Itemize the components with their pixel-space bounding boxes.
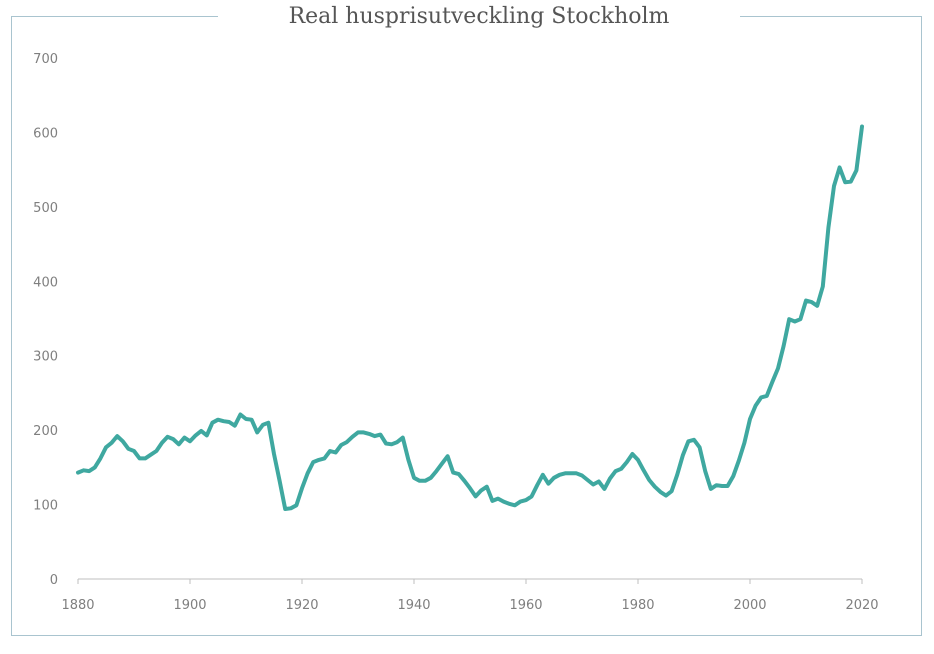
x-tick-label: 2000 xyxy=(733,598,766,613)
y-tick-label: 200 xyxy=(33,424,58,439)
y-tick-label: 0 xyxy=(50,573,58,588)
y-tick-label: 300 xyxy=(33,350,58,365)
x-tick-label: 2020 xyxy=(845,598,878,613)
x-tick-label: 1960 xyxy=(509,598,542,613)
chart-title: Real husprisutveckling Stockholm xyxy=(218,0,740,34)
y-tick-label: 700 xyxy=(33,52,58,67)
y-tick-label: 400 xyxy=(33,275,58,290)
x-tick-label: 1900 xyxy=(173,598,206,613)
x-tick-label: 1920 xyxy=(285,598,318,613)
y-tick-label: 500 xyxy=(33,201,58,216)
y-tick-label: 100 xyxy=(33,499,58,514)
x-tick-label: 1980 xyxy=(621,598,654,613)
y-tick-label: 600 xyxy=(33,126,58,141)
axes: 1880 1900 1920 1940 1960 1980 2000 2020 0 100 200 3… xyxy=(33,52,878,613)
x-tick-label: 1940 xyxy=(397,598,430,613)
x-tick-label: 1880 xyxy=(61,598,94,613)
series-line xyxy=(76,124,864,511)
plot-area xyxy=(76,124,864,511)
